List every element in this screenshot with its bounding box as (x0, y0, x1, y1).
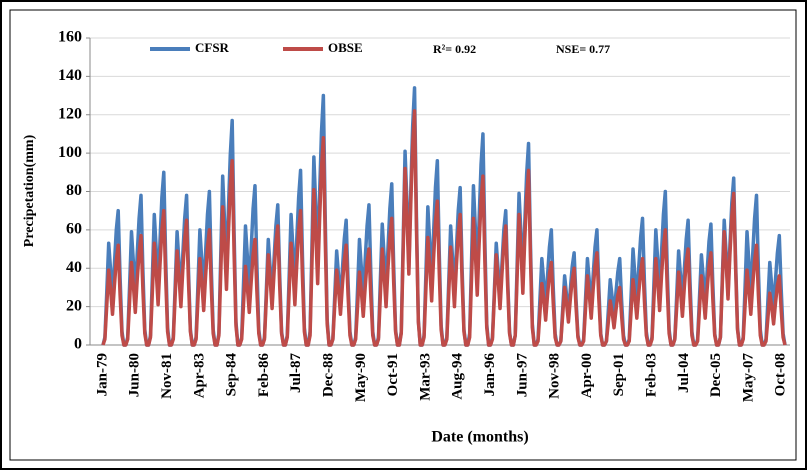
x-tick-label: Oct-91 (385, 353, 401, 396)
x-tick-label: Sep-01 (611, 353, 627, 396)
y-tick-label: 20 (66, 297, 82, 314)
x-tick-label: Nov-81 (159, 353, 175, 399)
inner-frame (9, 9, 797, 461)
x-tick-label: Dec-88 (321, 353, 337, 397)
x-tick-label: Jan-79 (94, 353, 110, 396)
x-tick-label: Apr-00 (579, 353, 595, 398)
x-tick-label: Jun-97 (514, 353, 530, 398)
legend-label: OBSE (328, 40, 363, 55)
x-tick-label: Sep-84 (224, 353, 240, 397)
y-tick-label: 160 (58, 29, 82, 46)
y-tick-label: 40 (66, 259, 82, 276)
series-line (101, 109, 787, 347)
y-tick-label: 80 (66, 182, 82, 199)
annotation: R²= 0.92 (433, 42, 476, 56)
x-tick-label: Jun-80 (127, 353, 143, 397)
y-tick-label: 140 (58, 67, 82, 84)
y-tick-label: 120 (58, 105, 82, 122)
x-tick-label: Jul-87 (288, 353, 304, 394)
y-tick-label: 60 (66, 221, 82, 238)
x-tick-label: Jan-96 (482, 353, 498, 397)
x-tick-label: Mar-93 (417, 353, 433, 401)
x-axis-label: Date (months) (431, 429, 528, 446)
legend-label: CFSR (195, 40, 230, 55)
y-tick-label: 0 (74, 336, 82, 353)
x-tick-label: Apr-83 (191, 353, 207, 398)
x-tick-label: May-07 (740, 353, 756, 403)
x-tick-label: Dec-05 (708, 353, 724, 397)
y-tick-label: 100 (58, 144, 82, 161)
x-tick-label: Feb-03 (643, 353, 659, 397)
x-tick-label: May-90 (353, 353, 369, 402)
y-axis-label: Precipetation(mm) (22, 134, 37, 247)
x-tick-label: Feb-86 (256, 353, 272, 398)
x-tick-label: Nov-98 (547, 353, 563, 399)
x-tick-label: Aug-94 (450, 353, 466, 400)
x-tick-label: Oct-08 (773, 353, 789, 396)
annotation: NSE= 0.77 (556, 42, 610, 56)
x-tick-label: Jul-04 (676, 353, 692, 394)
